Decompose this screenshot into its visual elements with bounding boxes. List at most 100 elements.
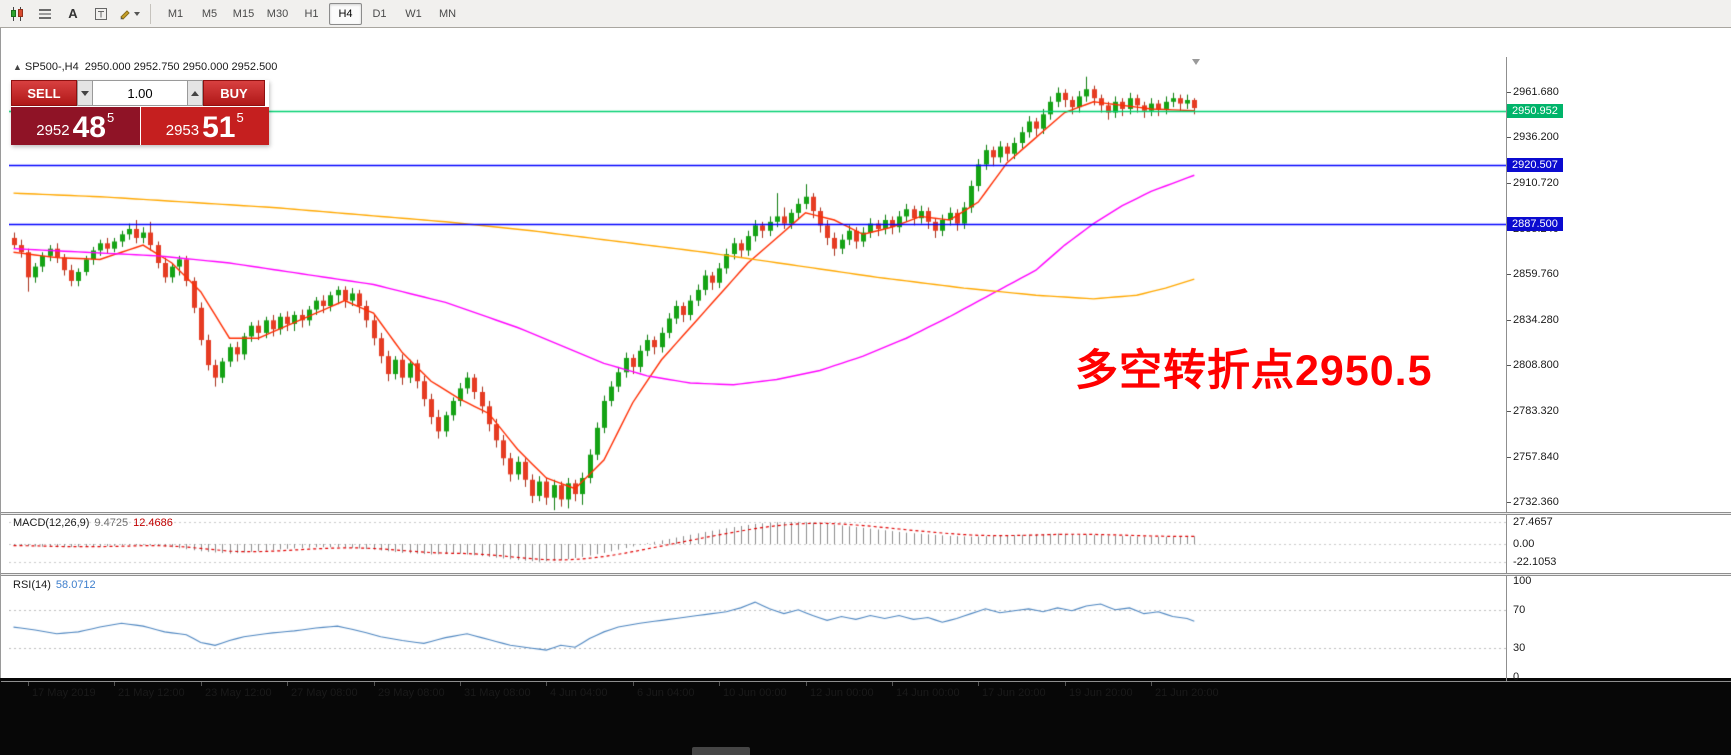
time-axis-label: 10 Jun 00:00 [723, 687, 787, 699]
volume-input[interactable] [93, 80, 187, 106]
rsi-axis-label: 0 [1513, 671, 1520, 683]
price-tickmark [1507, 457, 1511, 458]
rsi-axis-label: 70 [1513, 604, 1526, 616]
time-tickmark [374, 682, 375, 686]
arrow-down-icon [81, 90, 89, 96]
time-tickmark [1065, 682, 1066, 686]
symbol-label: SP500-,H4 [24, 61, 79, 73]
price-level-badge-green: 2950.952 [1507, 104, 1563, 118]
candlestick-chart-icon[interactable] [4, 3, 30, 25]
buy-button[interactable]: BUY [203, 80, 265, 106]
timeframe-button-m15[interactable]: M15 [232, 7, 255, 20]
chart-window: ▲ SP500-,H4 2950.000 2952.750 2950.000 295… [0, 28, 1731, 699]
price-tickmark [1507, 92, 1511, 93]
time-tickmark [114, 682, 115, 686]
time-axis-label: 29 May 08:00 [378, 687, 445, 699]
time-tickmark [806, 682, 807, 686]
price-tick-label: 2783.320 [1513, 405, 1559, 417]
time-axis-label: 4 Jun 04:00 [550, 687, 608, 699]
time-axis-separator [1, 681, 1731, 682]
text-tool-icon[interactable]: A [60, 3, 86, 25]
price-tickmark [1507, 411, 1511, 412]
timeframe-button-h1[interactable]: H1 [304, 7, 319, 20]
price-level-badge-blue-upper: 2920.507 [1507, 158, 1563, 172]
timeframe-button-mn[interactable]: MN [438, 7, 457, 20]
time-tickmark [287, 682, 288, 686]
price-tickmark [1507, 320, 1511, 321]
time-axis-label: 6 Jun 04:00 [637, 687, 695, 699]
rsi-label: RSI(14) 58.0712 [13, 579, 96, 591]
trade-prices-row: 2952 48 5 2953 51 5 [11, 107, 269, 145]
macd-name: MACD(12,26,9) [13, 517, 90, 529]
time-axis-label: 31 May 08:00 [464, 687, 531, 699]
taskbar-hint[interactable] [692, 747, 750, 755]
time-axis-label: 17 May 2019 [32, 687, 96, 699]
arrow-up-icon [191, 90, 199, 96]
timeframe-button-m30[interactable]: M30 [266, 7, 289, 20]
sell-price-display[interactable]: 2952 48 5 [11, 107, 141, 145]
price-tick-label: 2757.840 [1513, 451, 1559, 463]
time-axis-label: 14 Jun 00:00 [896, 687, 960, 699]
time-tickmark [460, 682, 461, 686]
price-tickmark [1507, 137, 1511, 138]
time-tickmark [978, 682, 979, 686]
time-axis-label: 27 May 08:00 [291, 687, 358, 699]
buy-price-frac: 5 [236, 110, 244, 125]
chart-shift-marker[interactable] [1192, 59, 1200, 65]
price-tick-label: 2910.720 [1513, 177, 1559, 189]
macd-axis-label: 27.4657 [1513, 516, 1553, 528]
macd-panel-canvas[interactable] [9, 515, 1506, 573]
rsi-name: RSI(14) [13, 579, 51, 591]
chart-annotation-text: 多空转折点2950.5 [1075, 347, 1433, 395]
symbol-marker-icon: ▲ [13, 62, 22, 72]
timeframe-button-m1[interactable]: M1 [167, 7, 184, 20]
desktop-strip [0, 678, 1731, 755]
rsi-panel-canvas[interactable] [9, 576, 1506, 681]
timeframe-button-w1[interactable]: W1 [405, 7, 422, 20]
rsi-value: 58.0712 [55, 579, 96, 591]
style-dropdown-icon[interactable] [116, 3, 142, 25]
time-axis-label: 23 May 12:00 [205, 687, 272, 699]
panel-splitter[interactable] [1, 512, 1731, 515]
time-tickmark [633, 682, 634, 686]
volume-decrease-button[interactable] [77, 80, 93, 106]
price-tick-label: 2834.280 [1513, 314, 1559, 326]
buy-price-display[interactable]: 2953 51 5 [140, 107, 269, 145]
price-tickmark [1507, 274, 1511, 275]
price-tickmark [1507, 502, 1511, 503]
trade-controls-row: SELL BUY [11, 80, 269, 106]
price-tick-label: 2732.360 [1513, 496, 1559, 508]
time-tickmark [892, 682, 893, 686]
layers-icon[interactable] [32, 3, 58, 25]
time-axis-label: 21 Jun 20:00 [1155, 687, 1219, 699]
time-tickmark [28, 682, 29, 686]
price-tickmark [1507, 365, 1511, 366]
price-level-badge-blue-lower: 2887.500 [1507, 217, 1563, 231]
timeframe-button-h4[interactable]: H4 [329, 2, 362, 25]
timeframe-button-d1[interactable]: D1 [372, 7, 387, 20]
sell-button[interactable]: SELL [11, 80, 77, 106]
macd-signal-value: 12.4686 [133, 517, 173, 529]
sell-price-pips: 48 [72, 110, 106, 144]
toolbar: A M1 M5 M15 M30 H1 H4 D1 W1 MN [0, 0, 1731, 28]
macd-axis-label: -22.1053 [1513, 556, 1557, 568]
template-icon[interactable] [88, 3, 114, 25]
panel-splitter[interactable] [1, 573, 1731, 576]
time-axis-label: 12 Jun 00:00 [810, 687, 874, 699]
price-tickmark [1507, 183, 1511, 184]
price-tick-label: 2936.200 [1513, 131, 1559, 143]
price-tick-label: 2859.760 [1513, 268, 1559, 280]
chevron-down-icon [134, 11, 140, 16]
time-axis-label: 19 Jun 20:00 [1069, 687, 1133, 699]
price-axis-separator [1506, 57, 1507, 681]
timeframe-button-m5[interactable]: M5 [201, 7, 218, 20]
time-tickmark [719, 682, 720, 686]
price-tick-label: 2808.800 [1513, 359, 1559, 371]
buy-price-pips: 51 [202, 110, 236, 144]
macd-axis-label: 0.00 [1513, 538, 1535, 550]
one-click-trading-panel: SELL BUY 2952 48 5 2953 51 5 [11, 80, 269, 145]
toolbar-separator [150, 3, 151, 24]
rsi-axis-label: 30 [1513, 642, 1526, 654]
volume-increase-button[interactable] [187, 80, 203, 106]
